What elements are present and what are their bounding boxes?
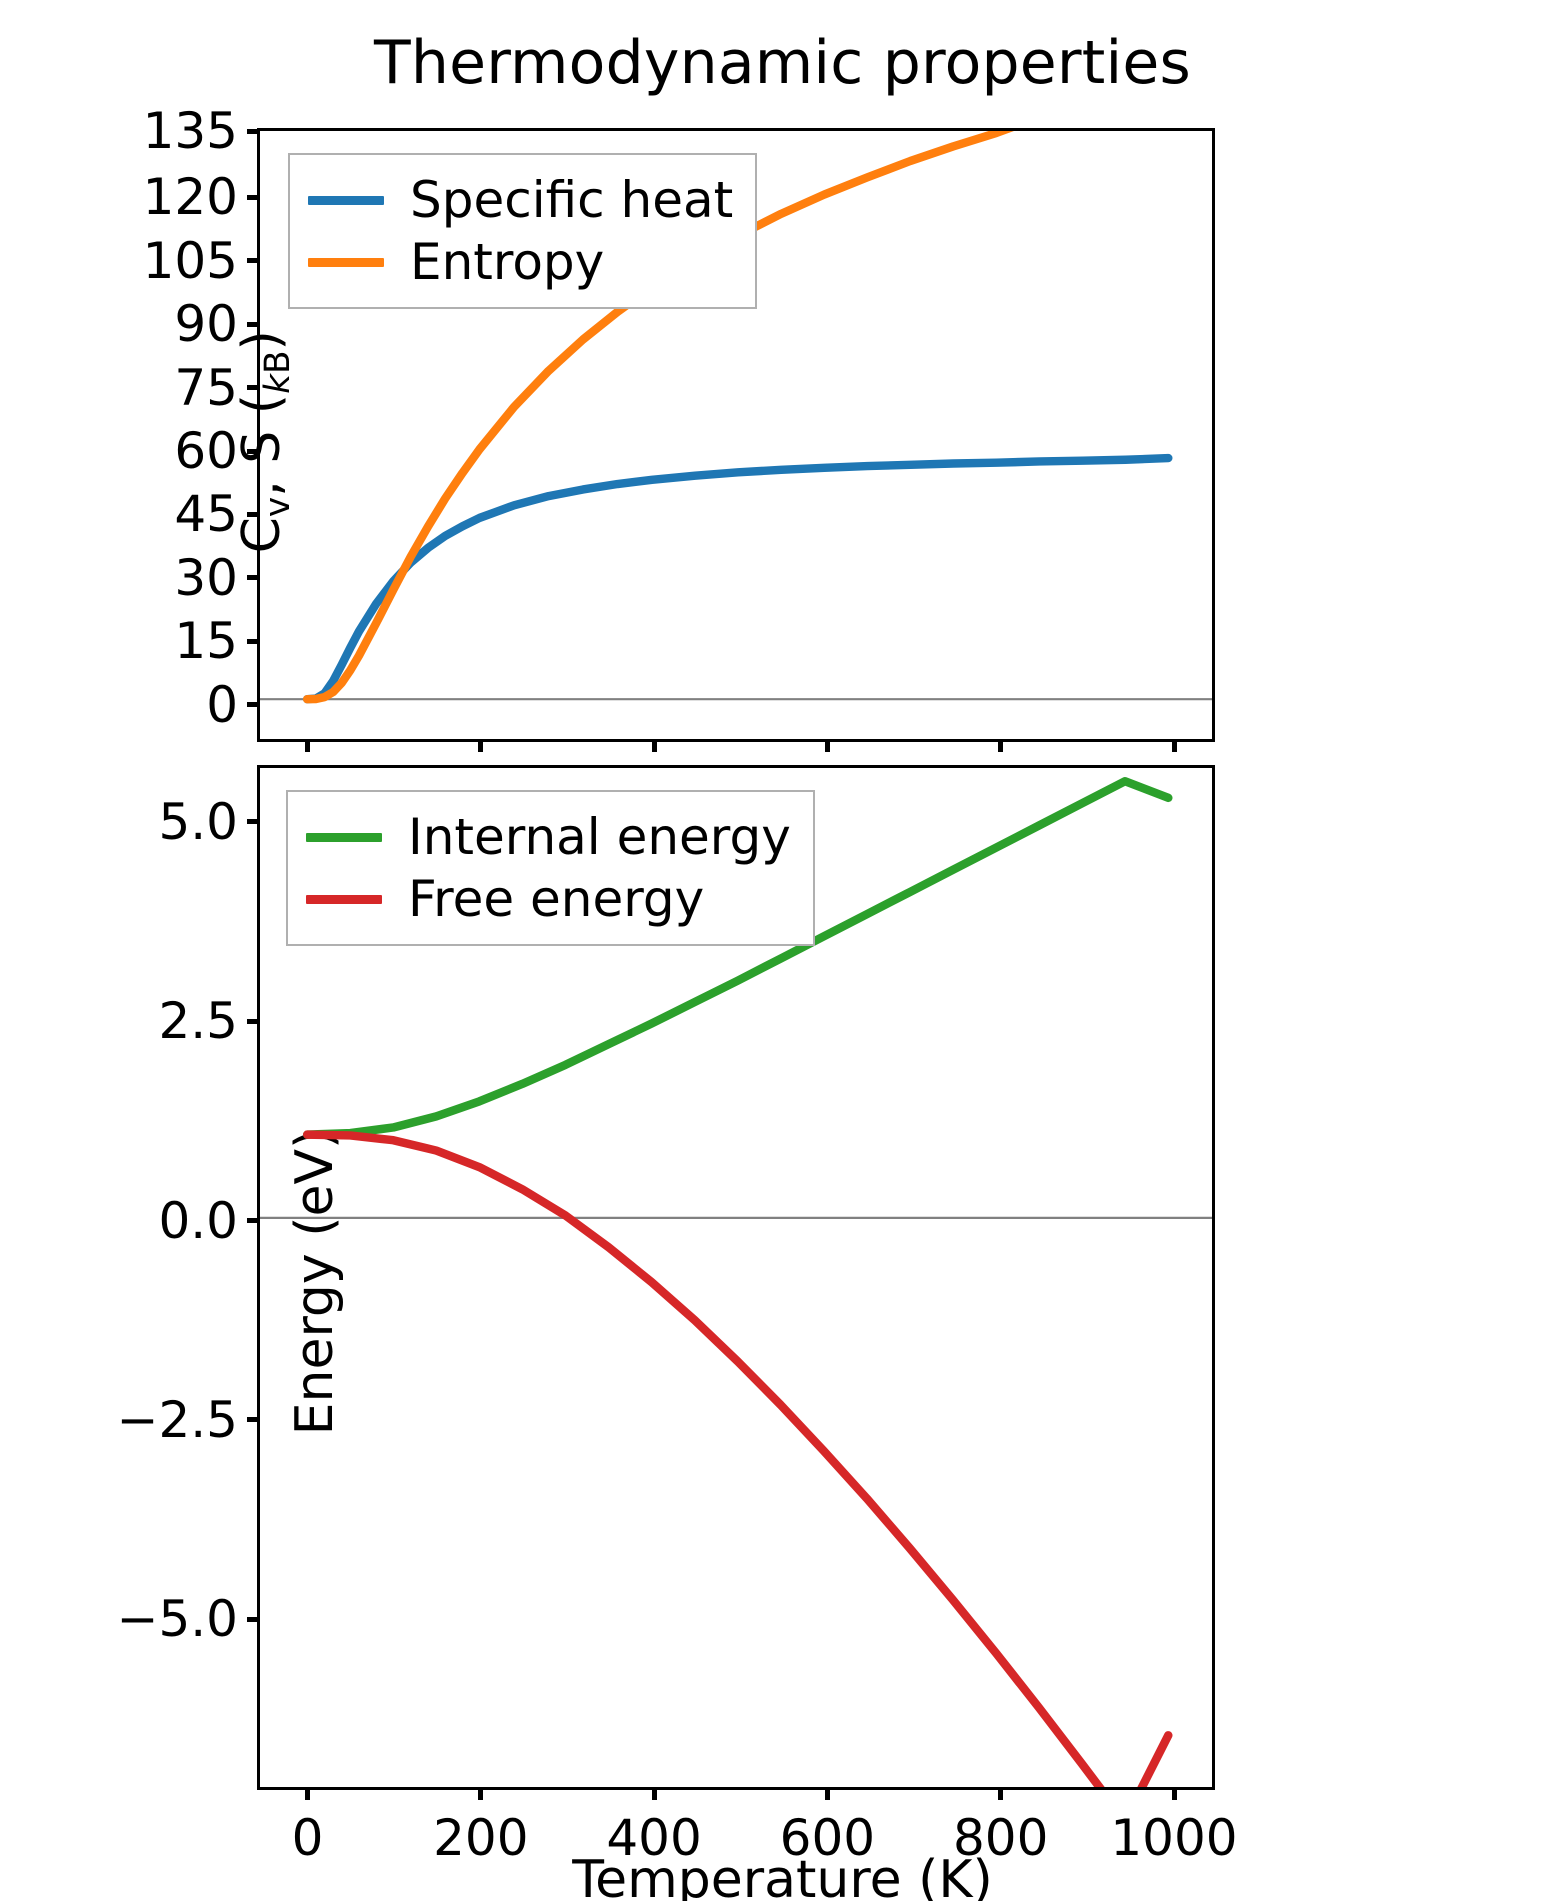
tick-mark (247, 702, 260, 708)
legend-item-specific-heat: Specific heat (308, 169, 733, 231)
legend-label: Internal energy (408, 808, 791, 866)
tick-mark (478, 1787, 484, 1800)
x-tick-label: 200 (433, 1809, 529, 1867)
tick-mark (998, 739, 1004, 752)
top-plot-surface (260, 131, 1212, 739)
y-tick-label: 135 (142, 102, 238, 160)
legend-label: Free energy (408, 870, 705, 928)
y-tick-label: 45 (174, 485, 238, 544)
tick-mark (824, 1787, 830, 1800)
tick-mark (247, 1417, 260, 1423)
tick-mark (651, 1787, 657, 1800)
y-tick-label: 5.0 (158, 792, 238, 851)
tick-mark (305, 739, 310, 752)
series-line-specific-heat (302, 453, 1173, 704)
y-tick-label: −2.5 (116, 1390, 238, 1449)
legend-swatch-internal-energy (306, 832, 382, 842)
legend-swatch-specific-heat (308, 195, 384, 205)
y-tick-label: 30 (174, 548, 238, 607)
tick-mark (247, 819, 260, 825)
tick-mark (247, 448, 260, 454)
y-tick-label: −5.0 (116, 1590, 238, 1649)
series-line-free-energy (302, 1130, 1173, 1787)
figure-title: Thermodynamic properties (374, 28, 1191, 98)
tick-mark (1171, 1787, 1177, 1800)
y-tick-label: 0 (206, 675, 238, 734)
tick-mark (247, 1616, 260, 1622)
series-line-entropy (302, 131, 1014, 704)
legend-item-entropy: Entropy (308, 231, 733, 293)
bottom-legend: Internal energy Free energy (286, 790, 815, 946)
x-tick-label: 600 (779, 1809, 876, 1867)
y-tick-label: 60 (174, 422, 238, 480)
tick-mark (824, 739, 830, 752)
tick-mark (247, 1018, 260, 1024)
y-tick-label: 0.0 (158, 1191, 238, 1250)
legend-item-internal-energy: Internal energy (306, 806, 791, 868)
x-tick-label: 1000 (1110, 1809, 1238, 1867)
y-tick-label: 75 (174, 358, 238, 417)
y-tick-label: 120 (142, 168, 238, 227)
x-tick-label: 0 (291, 1809, 324, 1867)
x-axis-label: Temperature (K) (572, 1850, 993, 1901)
legend-swatch-free-energy (306, 894, 382, 904)
y-tick-label: 15 (174, 612, 238, 671)
tick-mark (1171, 739, 1177, 752)
y-tick-label: 105 (142, 231, 238, 290)
top-curves-svg (260, 131, 1212, 704)
bottom-plot-surface (260, 768, 1212, 1787)
legend-swatch-entropy (308, 257, 384, 267)
tick-mark (247, 128, 260, 134)
legend-label: Entropy (410, 233, 605, 291)
tick-mark (247, 321, 260, 327)
tick-mark (651, 739, 657, 752)
bottom-axes-panel: 5.0 2.5 0.0 −2.5 −5.0 0 200 400 (117, 765, 1238, 1867)
tick-mark (247, 1218, 260, 1223)
tick-mark (247, 638, 260, 644)
x-tick-label: 400 (606, 1809, 702, 1867)
top-legend: Specific heat Entropy (288, 153, 758, 309)
y-tick-label: 2.5 (158, 992, 238, 1051)
tick-mark (478, 739, 484, 752)
tick-mark (305, 1787, 310, 1800)
legend-label: Specific heat (410, 171, 734, 229)
tick-mark (247, 385, 260, 390)
tick-mark (247, 511, 260, 517)
tick-mark (998, 1787, 1004, 1800)
bottom-curves-svg (260, 776, 1212, 1787)
y-tick-label: 90 (174, 295, 238, 354)
top-axes-panel: 135 120 105 90 75 60 45 30 (143, 102, 1215, 752)
series-line-internal-energy (302, 776, 1173, 1139)
tick-mark (247, 575, 260, 581)
legend-item-free-energy: Free energy (306, 868, 791, 930)
tick-mark (247, 258, 260, 264)
tick-mark (247, 194, 260, 200)
x-tick-label: 800 (952, 1809, 1049, 1867)
